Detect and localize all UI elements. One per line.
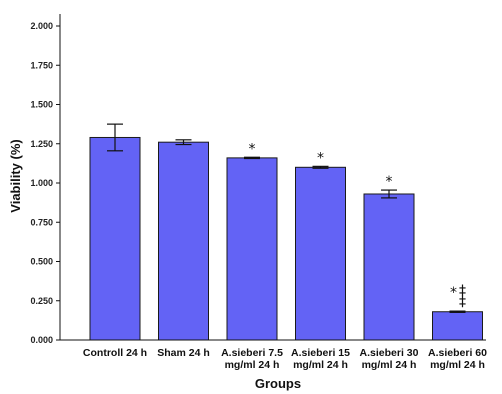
bar (226, 157, 278, 341)
significance-marker: * (386, 174, 393, 190)
y-tick-label: 0.000 (30, 335, 53, 345)
bar (295, 166, 346, 341)
y-tick-label: 1.000 (30, 178, 53, 188)
y-tick-label: 0.250 (30, 296, 53, 306)
significance-marker: * (450, 285, 457, 301)
y-tick-label: 1.750 (30, 60, 53, 70)
error-bar (312, 165, 329, 169)
x-axis-title: Groups (255, 376, 301, 391)
x-tick-label: mg/ml 24 h (362, 359, 417, 371)
y-axis-title: Viability (%) (8, 139, 23, 212)
error-bar (381, 189, 397, 199)
y-tick-label: 1.250 (30, 139, 53, 149)
y-axis: 0.000 0.250 0.500 0.750 1.000 1.250 1.500 1.750… (30, 14, 61, 345)
y-tick-label: 2.000 (30, 21, 53, 31)
bar (158, 141, 209, 341)
y-tick-label: 0.500 (30, 257, 53, 267)
significance-marker: * (249, 141, 256, 157)
x-tick-label: A.sieberi 60 (428, 347, 487, 359)
error-bar (107, 123, 123, 152)
x-tick-label: Sham 24 h (157, 347, 210, 359)
error-bar (449, 310, 466, 313)
x-tick-label: A.sieberi 15 (291, 347, 350, 359)
significance-marker: ‡ (459, 294, 466, 310)
bar (89, 136, 141, 341)
x-tick-label: mg/ml 24 h (225, 359, 280, 371)
x-tick-label: mg/ml 24 h (430, 359, 485, 371)
error-bar (244, 156, 260, 160)
bar (363, 193, 415, 341)
x-tick-label: Controll 24 h (83, 347, 147, 359)
x-tick-label: mg/ml 24 h (293, 359, 348, 371)
y-tick-label: 1.500 (30, 100, 53, 110)
x-tick-label: A.sieberi 30 (360, 347, 419, 359)
significance-marker: ‡ (459, 283, 466, 299)
error-bar (175, 139, 192, 146)
significance-marker: * (317, 150, 324, 166)
bar (432, 311, 483, 341)
bars: **** ‡‡ (89, 123, 483, 341)
x-axis: Controll 24 h Sham 24 h A.sieberi 7.5mg/ml… (60, 339, 487, 371)
x-tick-label: A.sieberi 7.5 (221, 347, 283, 359)
y-tick-label: 0.750 (30, 217, 53, 227)
